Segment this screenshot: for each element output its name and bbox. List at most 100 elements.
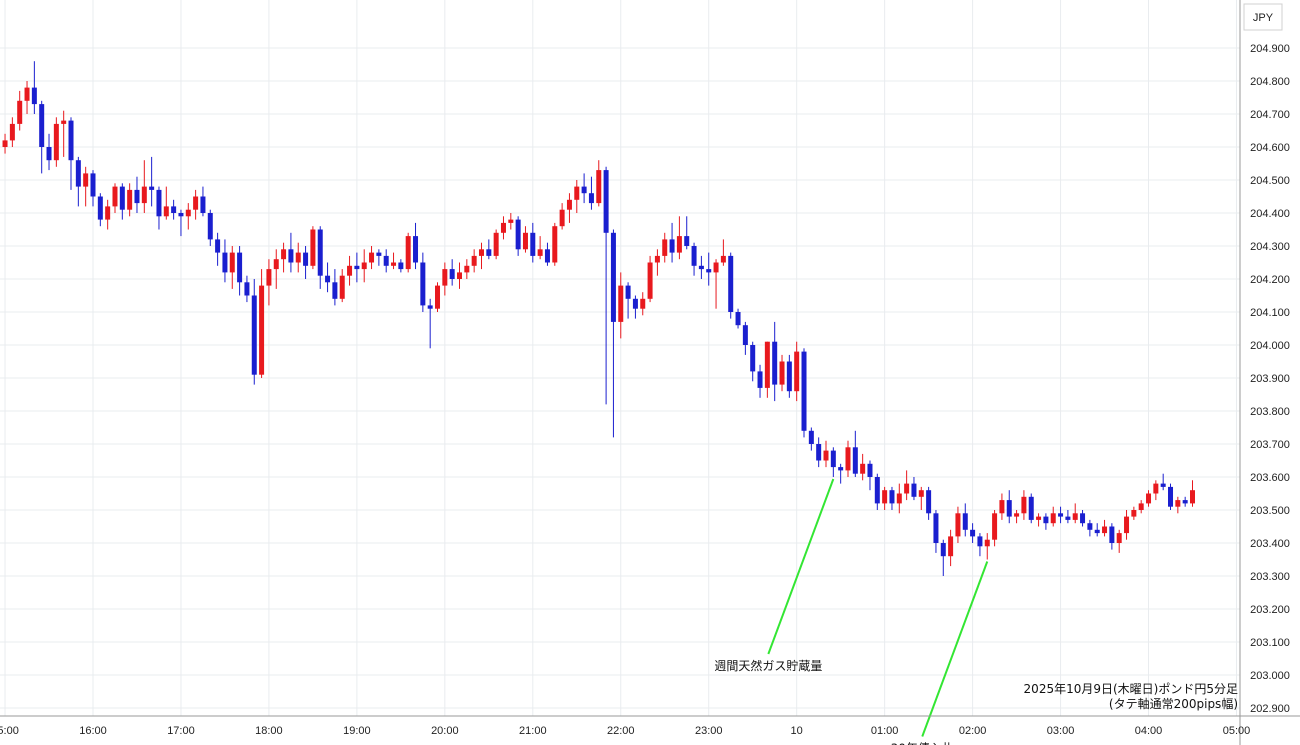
candle-body — [149, 186, 155, 190]
candle-body — [779, 361, 785, 385]
candle-body — [698, 265, 704, 270]
x-tick-label: 02:00 — [959, 725, 987, 737]
y-tick-label: 203.600 — [1250, 472, 1290, 484]
candle-body — [112, 186, 118, 207]
candle-body — [647, 262, 653, 299]
candle-body — [764, 341, 770, 388]
y-tick-label: 203.900 — [1250, 373, 1290, 385]
candle-body — [17, 100, 23, 124]
candle-body — [251, 295, 257, 375]
candle-body — [610, 232, 616, 322]
candle-body — [303, 252, 309, 266]
candle-body — [339, 275, 345, 299]
chart-caption-line2: (タテ軸通常200pips幅) — [1109, 696, 1238, 711]
candle-body — [867, 463, 873, 477]
y-tick-label: 204.800 — [1250, 76, 1290, 88]
candle-body — [2, 140, 8, 147]
candle-body — [332, 282, 338, 299]
candle-body — [735, 312, 741, 326]
candle-body — [955, 513, 961, 537]
candle-body — [720, 255, 726, 263]
candle-body — [603, 170, 609, 233]
candle-body — [926, 490, 932, 514]
candle-body — [398, 262, 404, 270]
candle-body — [1190, 490, 1195, 504]
candle-body — [1131, 510, 1137, 517]
candle-body — [273, 259, 279, 270]
candle-body — [427, 305, 433, 309]
candle-body — [874, 477, 880, 504]
candle-body — [500, 222, 506, 233]
x-tick-label: 16:00 — [79, 725, 107, 737]
candle-body — [39, 104, 45, 147]
x-tick-label: 19:00 — [343, 725, 371, 737]
candles — [2, 61, 1195, 576]
x-tick-label: 04:00 — [1135, 725, 1163, 737]
candle-body — [808, 430, 814, 444]
candle-body — [361, 262, 367, 270]
candle-body — [728, 255, 734, 312]
candle-body — [119, 186, 125, 210]
candle-body — [1065, 516, 1071, 520]
y-tick-label: 203.500 — [1250, 505, 1290, 517]
candle-body — [75, 160, 81, 187]
y-tick-label: 203.700 — [1250, 439, 1290, 451]
candle-body — [1006, 500, 1012, 517]
candle-body — [171, 206, 177, 213]
candle-body — [229, 252, 235, 273]
annotation-line — [767, 478, 835, 655]
candle-body — [786, 361, 792, 392]
candle-body — [200, 196, 206, 213]
candle-body — [1116, 533, 1122, 543]
candle-body — [830, 450, 836, 468]
y-tick-labels: 204.900 204.800 204.700 204.600 204.500 204.4… — [1250, 43, 1290, 715]
grid-lines — [0, 0, 1240, 716]
candle-body — [31, 87, 37, 105]
candle-body — [940, 543, 946, 557]
candle-body — [244, 282, 250, 296]
candle-body — [325, 275, 331, 283]
candle-body — [134, 189, 140, 204]
annotations: 週間天然ガス貯蔵量 30年債入札 — [714, 478, 989, 745]
candle-body — [1021, 496, 1027, 514]
candle-body — [1146, 493, 1152, 504]
candle-body — [684, 236, 690, 246]
candle-body — [420, 262, 426, 306]
x-tick-label: 23:00 — [695, 725, 723, 737]
candle-body — [838, 467, 844, 471]
candle-body — [852, 447, 858, 474]
candle-body — [24, 87, 30, 101]
candle-body — [295, 252, 301, 263]
candle-body — [625, 285, 631, 299]
candle-body — [237, 252, 243, 283]
candle-body — [163, 206, 169, 217]
x-tick-label: 05:00 — [1223, 725, 1251, 737]
candle-body — [1036, 516, 1042, 520]
candle-body — [757, 371, 763, 388]
y-tick-label: 202.900 — [1250, 703, 1290, 715]
candle-body — [911, 483, 917, 497]
x-tick-label: 01:00 — [871, 725, 899, 737]
candle-body — [904, 483, 910, 494]
currency-label: JPY — [1253, 12, 1274, 24]
candle-body — [515, 219, 521, 250]
candle-body — [1028, 496, 1034, 520]
candle-body — [1094, 529, 1100, 534]
candle-body — [559, 209, 565, 227]
x-tick-label: 18:00 — [255, 725, 283, 737]
candle-body — [1153, 483, 1159, 494]
candle-body — [207, 213, 213, 240]
candle-body — [68, 120, 74, 161]
candle-body — [691, 246, 697, 266]
y-tick-label: 203.300 — [1250, 571, 1290, 583]
x-tick-label: 17:00 — [167, 725, 195, 737]
candle-body — [596, 170, 602, 204]
candle-body — [750, 345, 756, 372]
candle-body — [310, 229, 316, 266]
candle-body — [46, 147, 52, 161]
candle-body — [977, 536, 983, 547]
candle-body — [1080, 513, 1086, 524]
x-tick-label: 03:00 — [1047, 725, 1075, 737]
candle-body — [918, 490, 924, 497]
